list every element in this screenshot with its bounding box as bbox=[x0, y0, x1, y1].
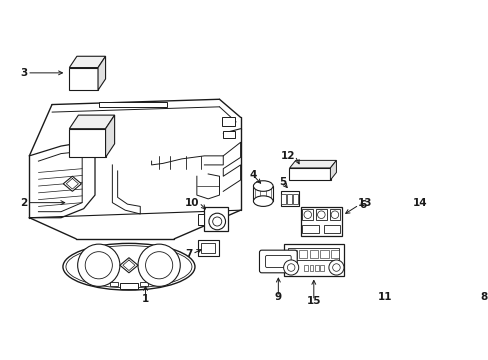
Text: 4: 4 bbox=[249, 171, 257, 180]
Bar bbox=[221, 117, 235, 126]
Circle shape bbox=[473, 252, 488, 270]
Polygon shape bbox=[69, 115, 114, 129]
FancyBboxPatch shape bbox=[259, 250, 297, 273]
Polygon shape bbox=[69, 56, 105, 68]
Circle shape bbox=[430, 221, 437, 227]
Bar bbox=[299, 250, 307, 258]
Ellipse shape bbox=[253, 181, 272, 191]
Bar bbox=[69, 68, 98, 90]
Polygon shape bbox=[105, 115, 114, 157]
Circle shape bbox=[78, 244, 120, 287]
Bar bbox=[302, 225, 319, 233]
Bar bbox=[110, 282, 118, 287]
Circle shape bbox=[212, 217, 221, 226]
Circle shape bbox=[283, 260, 298, 275]
Circle shape bbox=[377, 260, 381, 264]
Circle shape bbox=[138, 244, 180, 287]
Ellipse shape bbox=[63, 243, 195, 290]
Bar bbox=[280, 191, 298, 206]
Circle shape bbox=[304, 211, 311, 219]
Circle shape bbox=[328, 260, 343, 275]
Bar bbox=[288, 250, 296, 258]
Bar bbox=[203, 207, 227, 231]
Bar bbox=[323, 225, 340, 233]
Circle shape bbox=[383, 260, 386, 264]
Bar bbox=[471, 250, 488, 273]
Bar bbox=[309, 250, 317, 258]
Bar bbox=[119, 283, 138, 289]
Circle shape bbox=[377, 266, 381, 269]
Text: 8: 8 bbox=[479, 292, 486, 302]
Circle shape bbox=[332, 264, 340, 271]
Polygon shape bbox=[120, 258, 138, 273]
Bar bbox=[287, 194, 291, 204]
Text: 5: 5 bbox=[279, 177, 286, 187]
Bar bbox=[283, 244, 343, 276]
Bar bbox=[222, 131, 234, 138]
Bar bbox=[304, 265, 307, 270]
FancyBboxPatch shape bbox=[265, 256, 290, 267]
Polygon shape bbox=[98, 56, 105, 90]
Bar bbox=[314, 265, 318, 270]
Text: 10: 10 bbox=[184, 198, 199, 208]
Polygon shape bbox=[63, 176, 81, 191]
Circle shape bbox=[287, 264, 294, 271]
Circle shape bbox=[377, 253, 381, 257]
Bar bbox=[330, 250, 338, 258]
Bar bbox=[300, 207, 342, 236]
Text: 11: 11 bbox=[377, 292, 392, 302]
Bar bbox=[315, 210, 326, 220]
Polygon shape bbox=[330, 161, 336, 180]
Circle shape bbox=[427, 217, 440, 230]
Polygon shape bbox=[374, 202, 401, 210]
Bar bbox=[99, 102, 166, 107]
Ellipse shape bbox=[253, 196, 272, 206]
Polygon shape bbox=[374, 244, 401, 251]
Bar bbox=[281, 194, 285, 204]
Text: 7: 7 bbox=[184, 249, 192, 259]
Ellipse shape bbox=[66, 246, 192, 288]
Bar bbox=[374, 251, 395, 272]
Circle shape bbox=[477, 256, 488, 267]
Bar bbox=[302, 210, 312, 220]
Bar bbox=[287, 248, 339, 260]
Circle shape bbox=[389, 260, 392, 264]
Bar bbox=[329, 210, 340, 220]
Text: 12: 12 bbox=[280, 151, 294, 161]
Bar bbox=[140, 282, 147, 287]
Polygon shape bbox=[395, 244, 401, 272]
Circle shape bbox=[383, 266, 386, 269]
Text: 15: 15 bbox=[306, 296, 321, 306]
Text: 6: 6 bbox=[358, 200, 366, 210]
Circle shape bbox=[208, 213, 225, 230]
Bar bbox=[309, 265, 313, 270]
Bar bbox=[289, 168, 330, 180]
Text: 14: 14 bbox=[411, 198, 426, 208]
Circle shape bbox=[85, 252, 112, 279]
Text: 9: 9 bbox=[274, 292, 281, 302]
Bar bbox=[374, 210, 395, 230]
Circle shape bbox=[389, 266, 392, 269]
Bar bbox=[293, 194, 297, 204]
Text: 13: 13 bbox=[357, 198, 371, 208]
Circle shape bbox=[383, 253, 386, 257]
Bar bbox=[201, 243, 215, 253]
Circle shape bbox=[145, 252, 172, 279]
Bar bbox=[69, 129, 105, 157]
Circle shape bbox=[317, 211, 325, 219]
Circle shape bbox=[423, 213, 444, 234]
Text: 2: 2 bbox=[20, 198, 27, 208]
Bar bbox=[320, 265, 324, 270]
Text: 1: 1 bbox=[142, 294, 149, 304]
Bar bbox=[197, 214, 203, 225]
Text: 3: 3 bbox=[20, 68, 27, 78]
Polygon shape bbox=[395, 202, 401, 230]
Circle shape bbox=[330, 211, 338, 219]
Bar bbox=[320, 250, 328, 258]
Polygon shape bbox=[289, 161, 336, 168]
Circle shape bbox=[389, 253, 392, 257]
Bar bbox=[197, 240, 218, 256]
